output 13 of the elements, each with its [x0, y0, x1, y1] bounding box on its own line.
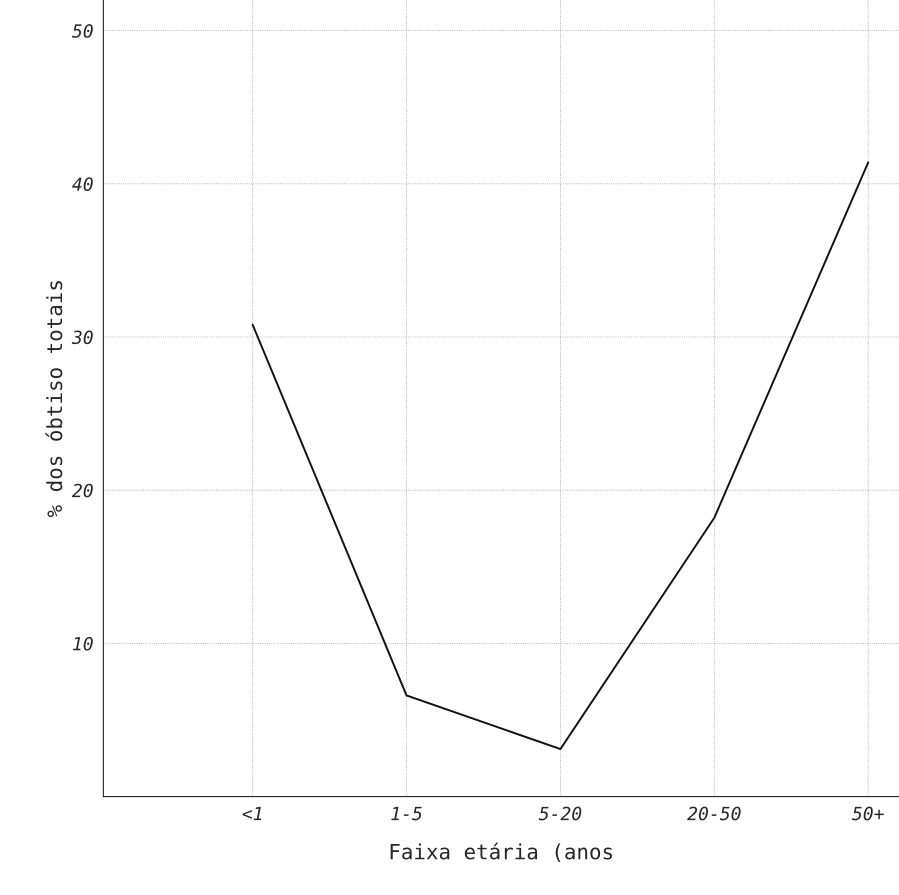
- x-tick-label: 50+: [852, 806, 884, 820]
- x-tick-label: <1: [242, 806, 262, 820]
- y-tick-label: 50: [72, 24, 93, 38]
- x-axis-title: Faixa etária (anos: [390, 842, 612, 862]
- line-series: [252, 161, 870, 750]
- y-axis-title: % dos óbtiso totais: [45, 281, 62, 518]
- x-tick-label: 5-20: [538, 806, 582, 820]
- x-tick-label: 1-5: [391, 806, 422, 820]
- y-tick-label: 20: [72, 484, 93, 498]
- y-tick-label: 30: [72, 330, 93, 344]
- x-tick-label: 20-50: [687, 806, 741, 820]
- y-tick-label: 40: [72, 177, 93, 191]
- y-tick-label: 10: [73, 636, 93, 651]
